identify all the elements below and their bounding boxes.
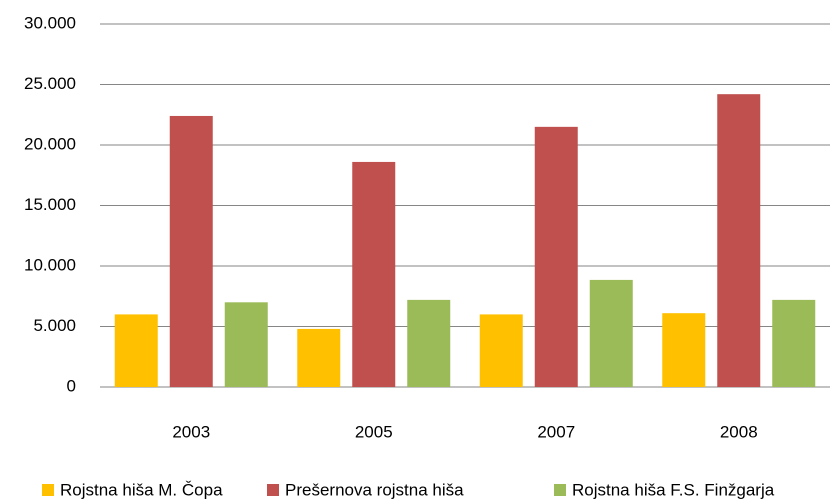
bar	[114, 314, 158, 387]
bar	[662, 313, 706, 387]
legend-swatch	[267, 484, 279, 496]
bar	[589, 279, 633, 387]
x-tick-label: 2003	[172, 422, 210, 441]
legend-swatch	[554, 484, 566, 496]
bar	[352, 161, 396, 387]
bar	[534, 126, 578, 387]
y-tick-label: 5.000	[33, 316, 76, 335]
y-tick-label: 15.000	[24, 195, 76, 214]
bar	[169, 115, 213, 388]
bar	[407, 299, 451, 387]
y-tick-label: 0	[67, 376, 76, 395]
x-tick-label: 2008	[720, 422, 758, 441]
legend-label: Rojstna hiša M. Čopa	[60, 480, 223, 499]
y-tick-label: 25.000	[24, 74, 76, 93]
x-tick-label: 2005	[355, 422, 393, 441]
legend-swatch	[42, 484, 54, 496]
legend-label: Prešernova rojstna hiša	[285, 480, 464, 499]
x-tick-label: 2007	[537, 422, 575, 441]
y-tick-label: 20.000	[24, 134, 76, 153]
y-tick-label: 10.000	[24, 255, 76, 274]
bar	[772, 299, 816, 387]
bar	[717, 94, 761, 388]
bar	[224, 302, 268, 387]
y-tick-label: 30.000	[24, 13, 76, 32]
bar	[479, 314, 523, 387]
legend-label: Rojstna hiša F.S. Finžgarja	[572, 480, 775, 499]
bar	[297, 328, 341, 387]
